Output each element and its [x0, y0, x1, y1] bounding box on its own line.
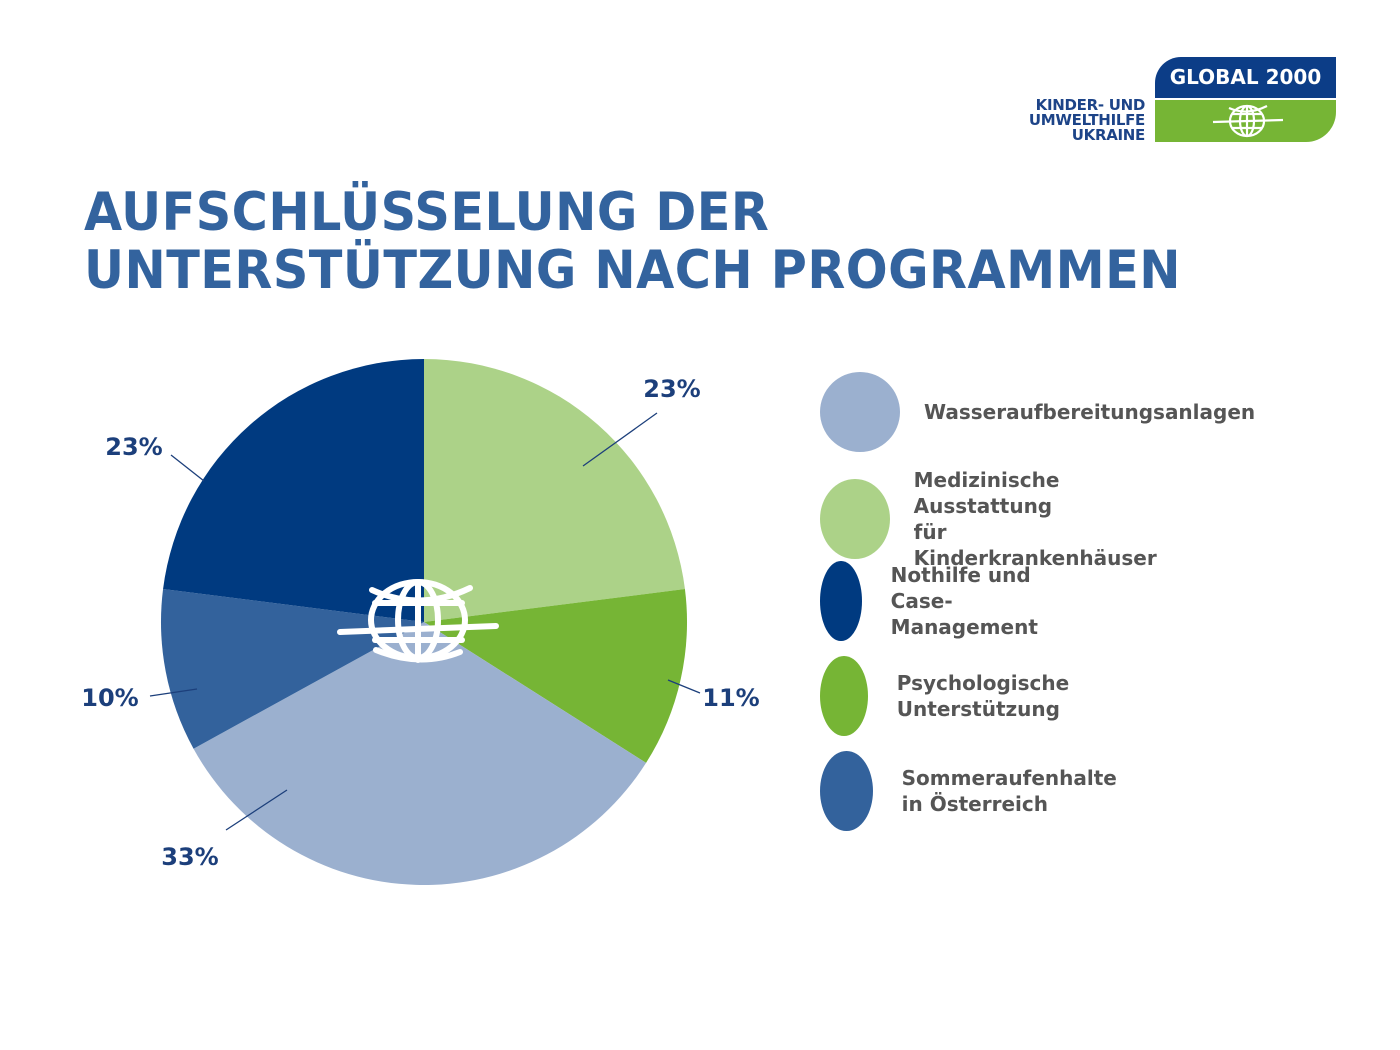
- data-label: 23%: [643, 375, 700, 403]
- globe-icon: [1212, 104, 1284, 138]
- data-label: 33%: [161, 843, 218, 871]
- pie-slice: [193, 622, 647, 885]
- legend-label: Nothilfe und Case-Management: [890, 563, 1038, 639]
- legend-label: Wasseraufbereitungsanlagen: [924, 400, 1256, 424]
- legend-item: Psychologische Unterstützung: [820, 656, 1101, 736]
- leader-line: [170, 454, 205, 482]
- leader-line: [149, 688, 198, 697]
- logo-globe-panel: [1155, 100, 1336, 142]
- data-label: 10%: [81, 684, 138, 712]
- chart-title-line-1: AUFSCHLÜSSELUNG DER: [84, 182, 770, 243]
- chart-title-line-2: UNTERSTÜTZUNG NACH PROGRAMMEN: [84, 240, 1181, 301]
- legend-swatch: [820, 561, 862, 641]
- legend-item: Sommeraufenhalte in Österreich: [820, 751, 1144, 831]
- legend-item: Wasseraufbereitungsanlagen: [820, 372, 1255, 452]
- legend-item: Nothilfe und Case-Management: [820, 561, 1076, 641]
- leader-line: [582, 412, 658, 467]
- legend-swatch: [820, 656, 868, 736]
- legend-label: Sommeraufenhalte in Österreich: [901, 766, 1117, 816]
- legend-swatch: [820, 372, 900, 452]
- logo: KINDER- UND UMWELTHILFE UKRAINE GLOBAL 2…: [1015, 56, 1340, 144]
- logo-brand: GLOBAL 2000: [1155, 57, 1336, 98]
- logo-subtitle: KINDER- UND UMWELTHILFE UKRAINE: [1028, 96, 1145, 144]
- data-label: 23%: [105, 433, 162, 461]
- pie-slice: [424, 359, 685, 622]
- legend-swatch: [820, 751, 873, 831]
- legend-label: Medizinische Ausstattung für Kinderkrank…: [913, 468, 1157, 570]
- leader-line: [667, 679, 701, 694]
- leader-line: [225, 789, 288, 831]
- chart-title: AUFSCHLÜSSELUNG DER UNTERSTÜTZUNG NACH P…: [84, 184, 1181, 300]
- pie-slice: [424, 589, 687, 763]
- legend-swatch: [820, 479, 890, 559]
- legend-item: Medizinische Ausstattung für Kinderkrank…: [820, 467, 1167, 571]
- legend-label: Psychologische Unterstützung: [896, 671, 1070, 721]
- pie-slice: [163, 359, 424, 622]
- globe-icon: [337, 579, 499, 663]
- data-label: 11%: [702, 684, 759, 712]
